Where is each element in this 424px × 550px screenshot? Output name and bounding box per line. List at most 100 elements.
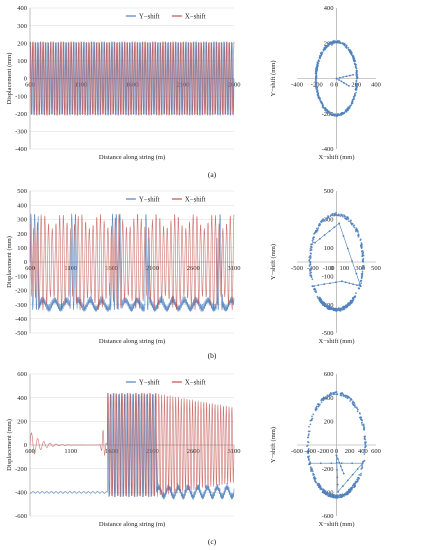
scatter-point [356, 468, 359, 470]
scatter-point [319, 485, 322, 488]
y-tick-label: 100 [17, 245, 27, 252]
scatter-point [323, 489, 326, 492]
scatter-point [317, 92, 319, 94]
scatter-point [335, 281, 337, 284]
scatter-point [342, 76, 345, 78]
scatter-point [307, 452, 310, 455]
scatter-point [311, 470, 314, 473]
x-tick-label: 600 [25, 448, 35, 455]
scatter-point [329, 394, 332, 397]
scatter-point [317, 297, 320, 300]
scatter-point [363, 427, 366, 429]
scatter-point [315, 87, 318, 90]
scatter-point [315, 75, 317, 77]
scatter-point [337, 40, 340, 42]
scatter-point [328, 110, 331, 113]
scatter-point [322, 107, 325, 109]
scatter-point [362, 257, 365, 260]
scatter-point [355, 292, 357, 295]
scatter-point [361, 254, 364, 257]
scatter-point [316, 89, 318, 92]
scatter-point [344, 215, 346, 218]
scatter-point [308, 425, 310, 428]
x-tick-label: -100 [323, 265, 335, 272]
scatter-point [318, 486, 320, 488]
scatter-point [361, 270, 364, 273]
scatter-point [316, 295, 319, 298]
scatter-point [350, 102, 353, 105]
scatter-point [314, 241, 316, 244]
scatter-point [330, 393, 333, 395]
scatter-point [344, 281, 347, 284]
origin-label: 0 [330, 82, 333, 89]
scatter-point [337, 213, 340, 216]
x-axis-label: Distance along string (m) [99, 521, 165, 528]
scatter-point [345, 46, 348, 49]
scatter-point [350, 104, 352, 107]
y-tick-label: -100 [322, 273, 334, 280]
scatter-point [309, 263, 312, 266]
series-line-x-shift [29, 392, 235, 498]
scatter-point [312, 413, 315, 416]
scatter-point [339, 215, 342, 218]
scatter-point [357, 236, 360, 238]
scatter-point [355, 406, 358, 409]
scatter-point [355, 74, 358, 77]
scatter-point [355, 88, 358, 91]
scatter-point [357, 478, 360, 480]
scatter-point [353, 60, 356, 62]
scatter-point [345, 109, 348, 112]
scatter-point [350, 219, 352, 222]
scatter-point [309, 419, 312, 422]
scatter-point [342, 235, 345, 237]
scatter-point [336, 494, 339, 496]
scatter-point [362, 425, 365, 427]
scatter-point [356, 476, 359, 479]
scatter-point [319, 297, 322, 300]
scatter-point [314, 230, 317, 233]
scatter-point [353, 95, 355, 98]
x-tick-label: -200 [317, 448, 329, 455]
scatter-point [308, 463, 311, 466]
scatter-point [351, 260, 353, 262]
scatter-point [309, 423, 312, 426]
scatter-point [312, 241, 314, 244]
scatter-point [344, 396, 347, 398]
x-tick-label: 300 [355, 265, 365, 272]
transient-path [341, 281, 361, 287]
scatter-point [335, 41, 338, 44]
scatter-point [313, 232, 315, 235]
y-tick-label: 100 [17, 58, 27, 65]
scatter-point [318, 404, 321, 406]
series-line-x-shift [29, 213, 235, 311]
y-tick-label: -500 [322, 330, 334, 337]
scatter-point [319, 56, 322, 58]
y-tick-label: -100 [15, 93, 27, 100]
scatter-point [336, 497, 339, 499]
scatter-point [313, 287, 316, 290]
scatter-point [349, 398, 352, 400]
scatter-point [345, 304, 347, 307]
scatter-point [360, 277, 363, 280]
scatter-point [361, 273, 363, 276]
legend-label: X−shift [185, 14, 206, 21]
x-axis-label: Distance along string (m) [99, 338, 165, 345]
scatter-point [339, 465, 342, 468]
scatter-point [320, 52, 322, 55]
scatter-point [335, 454, 338, 457]
x-tick-label: 1100 [64, 448, 77, 455]
scatter-point [327, 215, 329, 217]
scatter-point [309, 462, 312, 465]
scatter-point [335, 307, 337, 310]
scatter-point [316, 64, 319, 67]
scatter-point [320, 102, 323, 104]
scatter-point [317, 59, 320, 62]
scatter-point [309, 268, 311, 271]
scatter-point [311, 285, 314, 288]
scatter-point [323, 398, 326, 400]
scatter-point [355, 80, 358, 83]
scatter-point [314, 84, 317, 86]
y-tick-label: 400 [324, 395, 334, 402]
